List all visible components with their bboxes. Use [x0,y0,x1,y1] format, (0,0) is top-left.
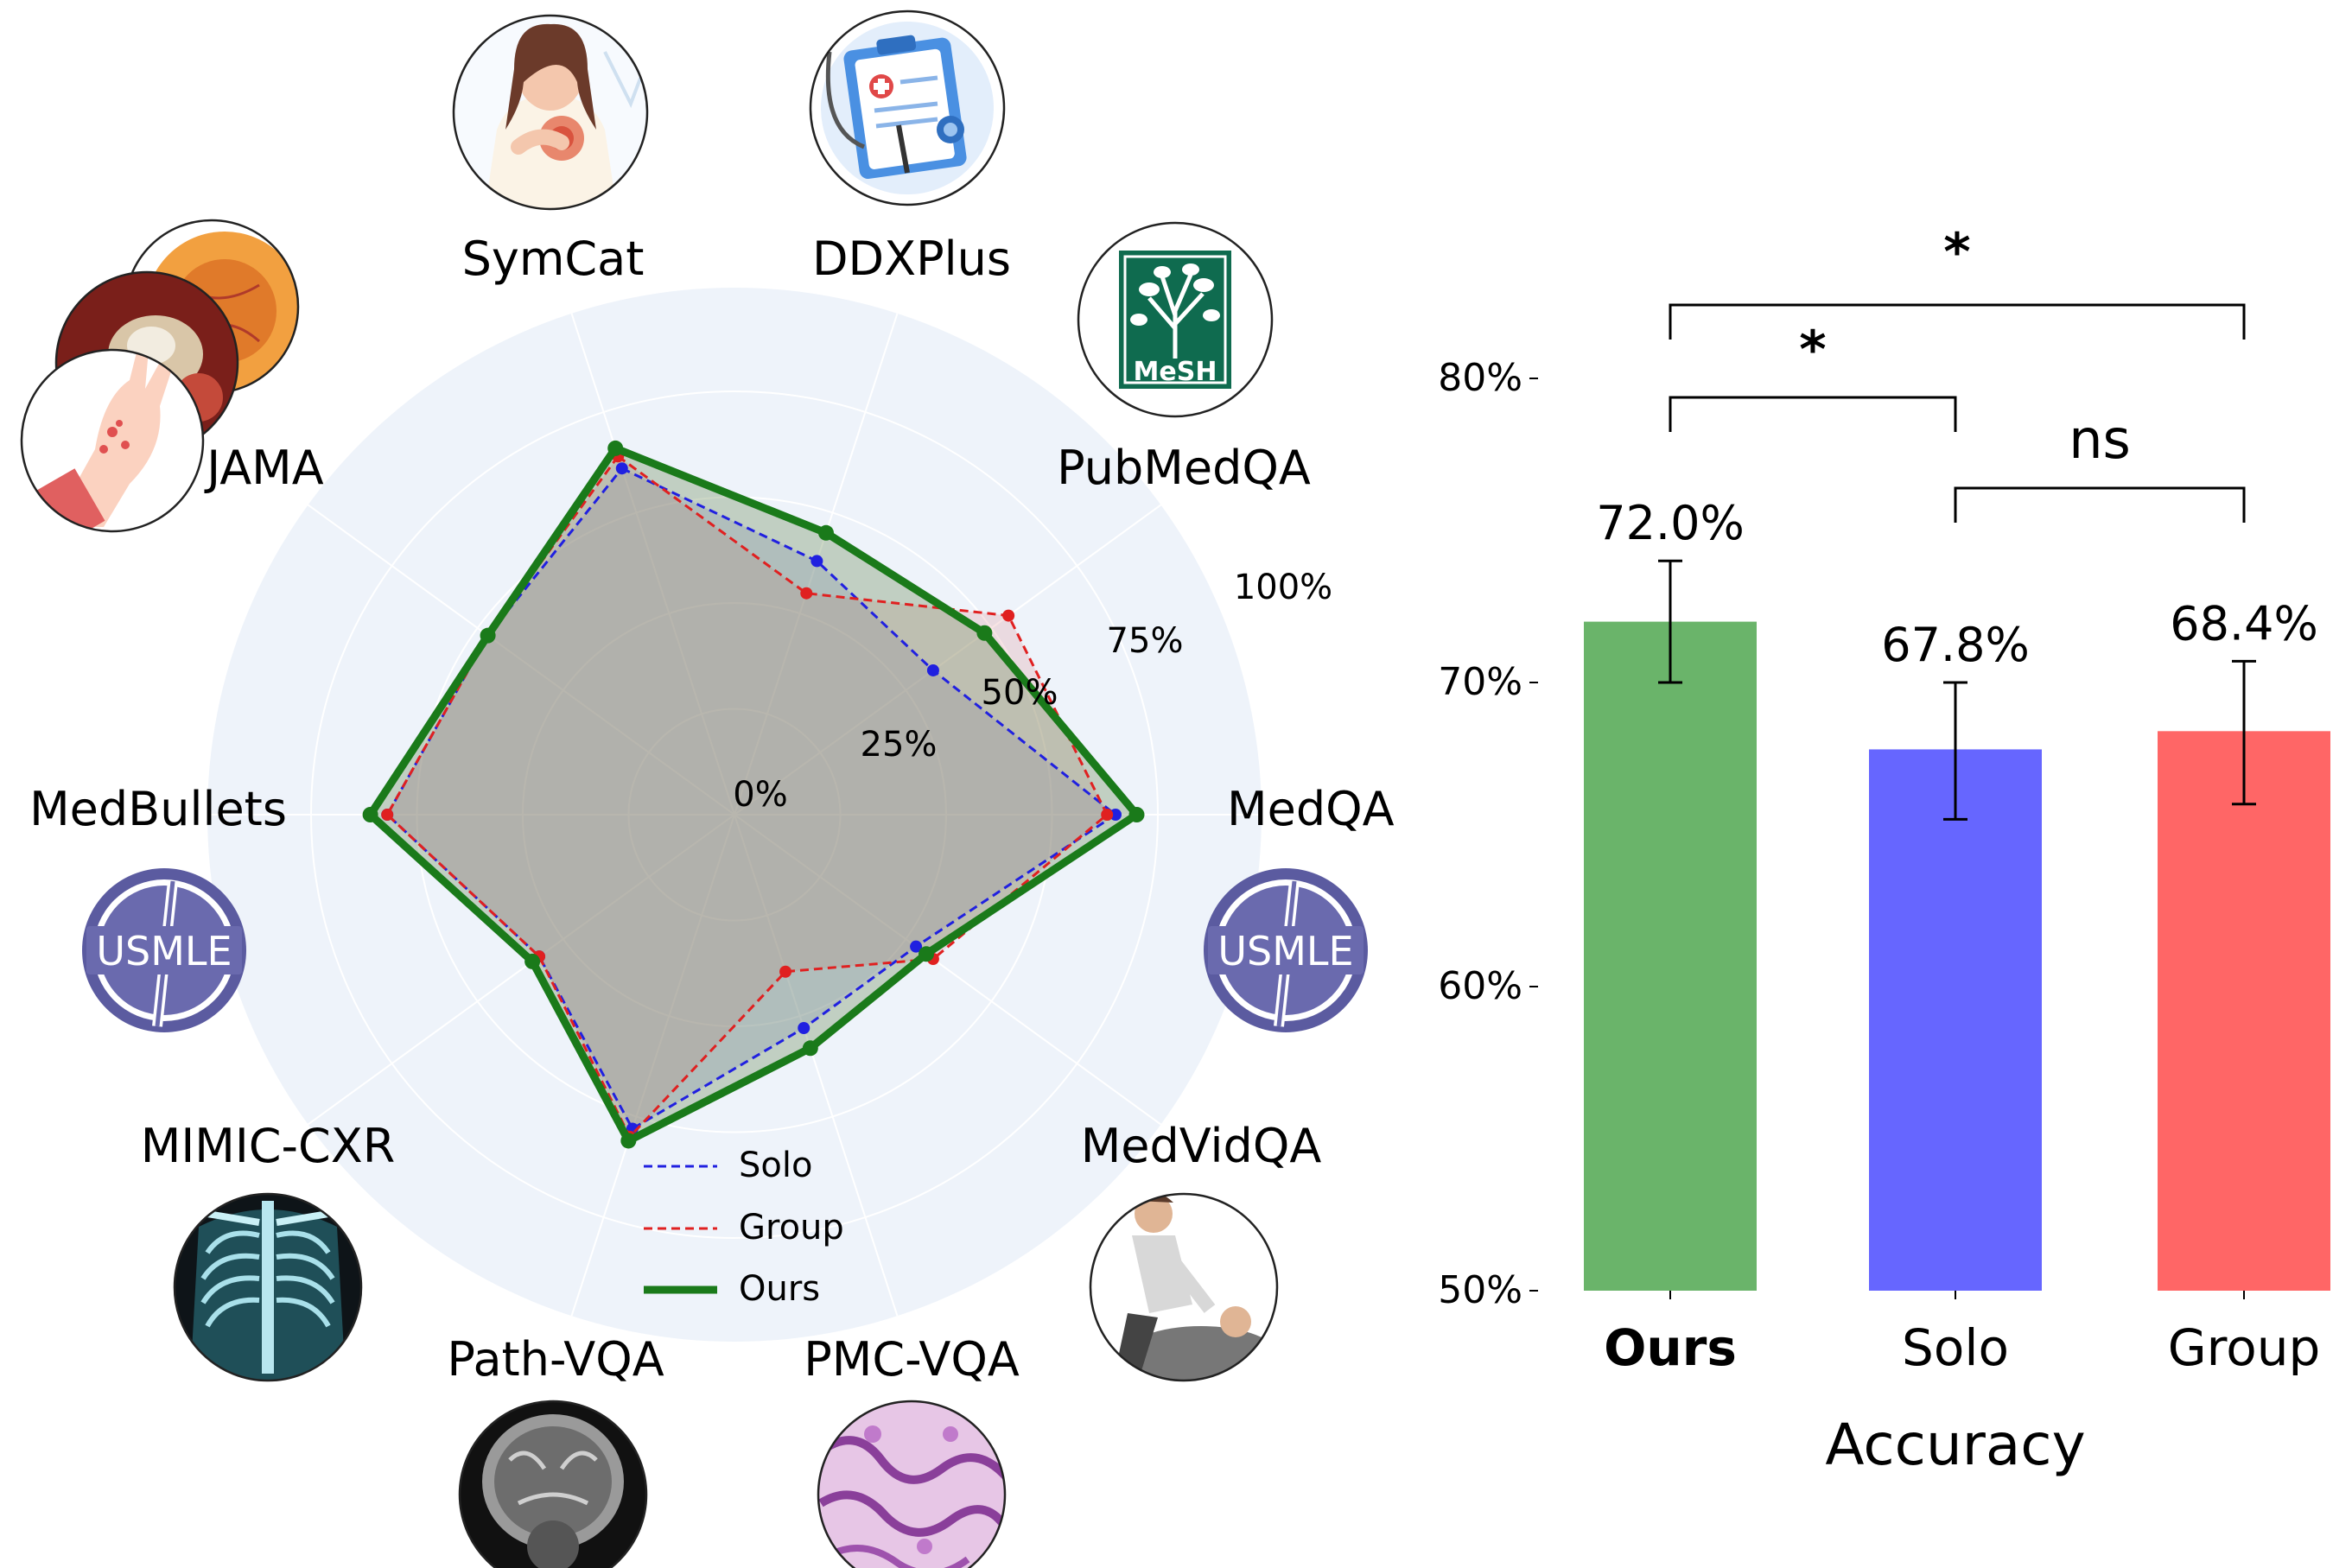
radar-point-group-ddxplus [800,587,813,600]
bar-x-axis-label: Accuracy [1825,1412,2085,1478]
radar-tick-75: 75% [1107,621,1184,661]
significance-bracket-ours-solo [1669,396,1957,432]
clipboard-stethoscope-icon [809,10,1006,206]
radar-fill-ours [370,448,1137,1141]
bar-group [2158,731,2330,1291]
usmle-logo-left: USMLE [82,868,246,1032]
y-tick-label-80: 80% [1438,356,1522,400]
radar-point-solo-symcat [615,462,628,475]
clinical-photos-icon [20,219,300,533]
radar-label-pmc-vqa: PMC-VQA [804,1332,1020,1387]
brain-mri-icon [458,1400,648,1568]
radar-spoke-pmc-vqa [734,814,899,1317]
radar-spoke-symcat [570,313,735,816]
radar-label-medvidqa: MedVidQA [1081,1119,1322,1173]
radar-label-symcat: SymCat [462,232,645,286]
radar-category-labels: SymCat DDXPlus PubMedQA MedQA MedVidQA PMC-VQ… [29,232,1395,1387]
cpr-icon [1089,1192,1279,1382]
radar-label-jama: JAMA [204,441,324,495]
significance-bracket-solo-group [1954,486,2246,523]
radar-point-solo-medvidqa [910,940,923,953]
radar-point-ours-mimic-cxr [524,953,541,969]
significance-brackets: * * ns [1669,222,2246,523]
radar-point-solo-pmc-vqa [798,1021,810,1034]
radar-fill-solo [387,468,1116,1129]
value-label-solo: 67.8% [1881,618,2030,672]
symptom-patient-icon [452,14,649,211]
radar-tick-25: 25% [861,725,938,765]
radar-tick-0: 0% [733,775,787,815]
radar-label-mimic-cxr: MIMIC-CXR [141,1119,395,1173]
radar-spoke-pubmedqa [734,504,1162,816]
mesh-logo-text: MeSH [1134,357,1217,387]
radar-point-group-medbullets [381,809,394,821]
radar-point-ours-jama [480,627,496,644]
histology-slide-icon [817,1400,1007,1568]
legend-solo-label: Solo [739,1146,812,1185]
value-label-ours: 72.0% [1596,496,1745,550]
bar-solo [1869,749,2042,1291]
radar-point-group-pmc-vqa [779,965,792,978]
radar-point-ours-pubmedqa [976,625,993,641]
radar-point-ours-symcat [607,440,624,456]
radar-point-ours-medbullets [362,807,378,822]
legend-group-label: Group [739,1208,844,1247]
bar-y-axis: 50% 60% 70% 80% [1438,356,1538,1312]
radar-point-solo-medqa [1109,809,1122,821]
bar-ours [1584,621,1757,1291]
radar-point-group-pubmedqa [1002,609,1015,622]
radar-label-path-vqa: Path-VQA [447,1332,664,1387]
usmle-logo-right: USMLE [1204,868,1368,1032]
bar-bars: 72.0% Ours 67.8% Solo 68.4% Group [1584,496,2330,1377]
significance-label-solo-group: ns [2069,408,2131,471]
radar-label-medqa: MedQA [1227,782,1395,836]
radar-tick-50: 50% [982,673,1058,713]
radar-chart: 0% 25% 50% 75% 100% SymCat DDXPlus PubMedQA Med… [20,10,1395,1568]
radar-fill-group [387,456,1108,1137]
significance-label-ours-solo: * [1799,320,1826,380]
x-tick-label-group: Group [2168,1318,2321,1377]
y-tick-label-70: 70% [1438,660,1522,704]
significance-bracket-ours-group [1669,303,2246,340]
radar-point-ours-pmc-vqa [802,1040,818,1057]
mesh-tree-logo: MeSH [1077,221,1274,418]
value-label-group: 68.4% [2170,596,2318,651]
usmle-right-text: USMLE [1217,928,1353,974]
radar-spoke-path-vqa [570,814,735,1317]
y-tick-label-60: 60% [1438,964,1522,1008]
radar-spoke-jama [307,504,735,816]
radar-tick-100: 100% [1234,568,1332,607]
y-tick-label-50: 50% [1438,1268,1522,1312]
radar-point-ours-medvidqa [918,946,934,962]
radar-label-medbullets: MedBullets [29,782,287,836]
radar-legend: Solo Group Ours [644,1146,844,1309]
radar-spoke-mimic-cxr [307,814,735,1126]
radar-point-solo-ddxplus [810,555,823,568]
legend-ours-label: Ours [739,1269,820,1309]
radar-point-ours-medqa [1128,807,1145,822]
x-tick-label-ours: Ours [1604,1318,1737,1377]
bar-chart: 50% 60% 70% 80% 72.0% Ours 67.8% Solo 68.4% Grou… [1438,222,2330,1478]
radar-label-pubmedqa: PubMedQA [1057,441,1311,495]
radar-series [362,440,1145,1149]
usmle-left-text: USMLE [96,928,232,974]
radar-point-ours-path-vqa [620,1133,637,1149]
chest-xray-icon [173,1192,363,1382]
radar-point-solo-pubmedqa [926,663,939,676]
radar-tick-labels: 0% 25% 50% 75% 100% [733,568,1332,815]
significance-label-ours-group: * [1943,222,1970,282]
radar-point-group-medqa [1101,809,1114,821]
radar-spoke-medvidqa [734,814,1162,1126]
radar-label-ddxplus: DDXPlus [812,232,1011,286]
x-tick-label-solo: Solo [1902,1318,2009,1377]
radar-point-ours-ddxplus [817,524,834,541]
